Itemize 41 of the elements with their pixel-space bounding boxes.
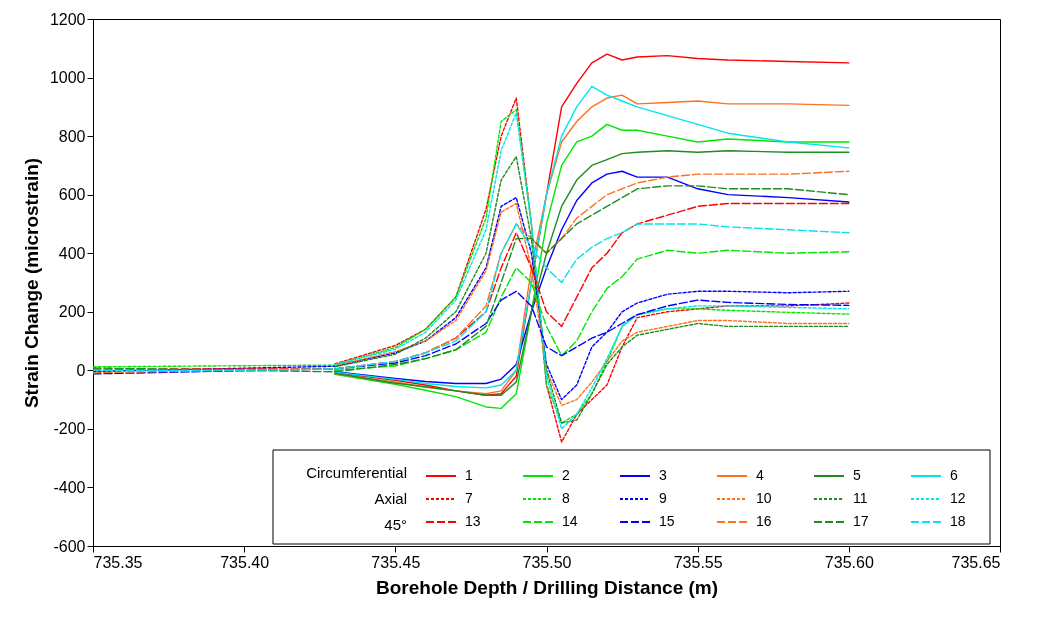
legend-label: 12 <box>950 490 966 506</box>
legend-label: 5 <box>853 467 861 483</box>
x-tick-label: 735.65 <box>951 553 1001 571</box>
y-tick-label: -200 <box>53 420 86 438</box>
y-tick-label: 400 <box>58 244 86 262</box>
y-tick-label: 1200 <box>49 10 86 28</box>
legend-label: 14 <box>562 513 578 529</box>
legend-label: 2 <box>562 467 570 483</box>
legend-label: 4 <box>756 467 764 483</box>
y-tick-label: -600 <box>53 537 86 555</box>
x-tick-label: 735.40 <box>220 553 270 571</box>
legend-label: 6 <box>950 467 958 483</box>
legend-label: 11 <box>853 490 868 506</box>
annotation: Circumferential <box>306 464 407 481</box>
x-axis-title: Borehole Depth / Drilling Distance (m) <box>375 576 719 598</box>
legend-label: 8 <box>562 490 570 506</box>
legend-label: 3 <box>659 467 667 483</box>
legend-label: 16 <box>756 513 772 529</box>
y-tick-label: 800 <box>58 127 86 145</box>
x-tick-label: 735.55 <box>673 553 723 571</box>
legend-label: 9 <box>659 490 667 506</box>
line-series <box>93 109 850 424</box>
y-tick-label: 1000 <box>49 69 86 87</box>
x-tick-label: 735.35 <box>93 553 143 571</box>
y-tick-label: -400 <box>53 478 86 496</box>
x-tick-label: 735.50 <box>522 553 572 571</box>
annotation: 45° <box>384 516 407 533</box>
x-tick-label: 735.60 <box>824 553 874 571</box>
y-tick-label: 0 <box>76 361 86 379</box>
legend-label: 1 <box>465 467 473 483</box>
annotation: Axial <box>374 490 407 507</box>
legend-label: 13 <box>465 513 481 529</box>
legend-label: 17 <box>853 513 869 529</box>
x-tick-label: 735.45 <box>371 553 421 571</box>
legend-label: 7 <box>465 490 473 506</box>
y-tick-label: 600 <box>58 186 86 204</box>
legend-label: 18 <box>950 513 966 529</box>
y-axis-title: Strain Change (microstrain) <box>20 157 42 409</box>
legend-label: 15 <box>659 513 675 529</box>
legend-label: 10 <box>756 490 772 506</box>
y-tick-label: 200 <box>58 303 86 321</box>
